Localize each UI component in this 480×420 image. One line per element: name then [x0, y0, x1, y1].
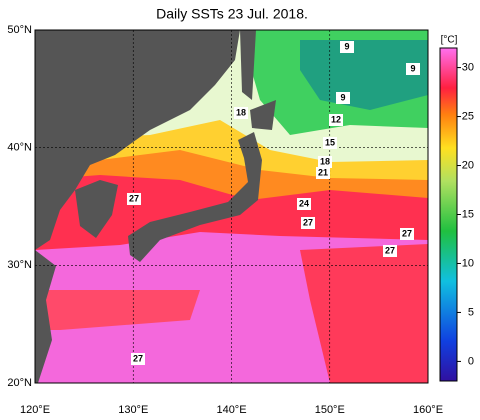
- contour-label: 27: [303, 217, 313, 227]
- ocean-red-patch: [35, 290, 200, 330]
- contour-label: 9: [344, 41, 349, 51]
- lon-tick-label: 160°E: [413, 404, 443, 416]
- land: [250, 100, 276, 130]
- contour-label-box: [131, 353, 145, 365]
- lon-tick-label: 120°E: [20, 404, 50, 416]
- colorbar-tick-label: 5: [468, 306, 474, 318]
- colorbar-tick-label: 0: [468, 355, 474, 367]
- colorbar-unit: [°C]: [441, 35, 458, 46]
- contour-label: 27: [402, 228, 412, 238]
- lat-tick-label: 30°N: [7, 259, 32, 271]
- contour-label-box: [340, 41, 354, 53]
- lon-tick-label: 130°E: [118, 404, 148, 416]
- land: [152, 98, 160, 106]
- ocean-red-patch: [300, 244, 428, 383]
- lat-tick-label: 20°N: [7, 377, 32, 389]
- contour-label-box: [318, 156, 332, 168]
- contour-label-box: [336, 92, 350, 104]
- contour-label-box: [234, 107, 248, 119]
- colorbar-tick-label: 20: [462, 159, 474, 171]
- contour-label-box: [301, 217, 315, 229]
- colorbar: [439, 47, 458, 382]
- contour-label: 18: [320, 156, 330, 166]
- lon-tick-label: 140°E: [216, 404, 246, 416]
- contour-label: 12: [331, 114, 341, 124]
- lat-tick-label: 40°N: [7, 142, 32, 154]
- colorbar-tick-label: 15: [462, 208, 474, 220]
- lat-tick-label: 50°N: [7, 24, 32, 36]
- contour-label-box: [127, 193, 141, 205]
- contour-label: 27: [133, 353, 143, 363]
- land: [75, 180, 118, 238]
- contour-label: 9: [410, 63, 415, 73]
- ocean-teal: [300, 40, 428, 110]
- colorbar-tick-label: 25: [462, 110, 474, 122]
- colorbar-tick-label: 30: [462, 61, 474, 73]
- contour-label: 27: [129, 193, 139, 203]
- contour-label: 21: [318, 167, 328, 177]
- contour-label-box: [297, 198, 311, 210]
- contour-label: 27: [385, 245, 395, 255]
- contour-label: 9: [340, 92, 345, 102]
- map-frame: [34, 29, 429, 384]
- title: Daily SSTs 23 Jul. 2018.: [156, 6, 308, 22]
- contour-label: 24: [299, 198, 309, 208]
- land: [35, 250, 56, 383]
- land: [35, 30, 240, 250]
- contour-label-box: [406, 63, 420, 75]
- contour-label-box: [400, 228, 414, 240]
- contour-label: 15: [325, 137, 335, 147]
- lon-tick-label: 150°E: [315, 404, 345, 416]
- contour-label-box: [383, 245, 397, 257]
- contour-label-box: [323, 137, 337, 149]
- contour-label-box: [329, 114, 343, 126]
- contour-label-box: [316, 167, 330, 179]
- land: [128, 132, 262, 262]
- colorbar-tick-label: 10: [462, 257, 474, 269]
- land: [240, 30, 256, 100]
- contour-label: 18: [236, 107, 246, 117]
